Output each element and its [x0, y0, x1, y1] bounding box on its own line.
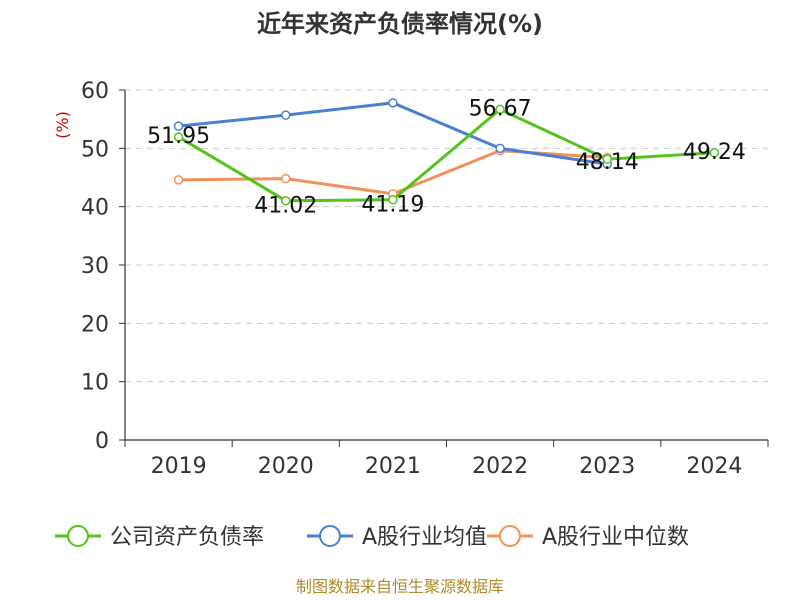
- y-tick-label: 60: [81, 79, 109, 104]
- data-labels: 51.95 41.02 41.19 56.67 48.14 49.24: [147, 96, 746, 218]
- data-point: [281, 195, 291, 206]
- data-point: [173, 132, 184, 142]
- data-point: [173, 175, 184, 185]
- data-label: 41.02: [254, 194, 317, 219]
- y-tick-label: 20: [81, 312, 109, 337]
- y-axis-unit: (%): [53, 111, 72, 139]
- data-label: 41.19: [361, 193, 424, 218]
- chart-title: 近年来资产负债率情况(%): [257, 10, 543, 38]
- x-tick-label: 2021: [365, 454, 421, 479]
- data-point: [173, 121, 184, 131]
- data-label: 48.14: [576, 150, 639, 175]
- legend-marker: [67, 525, 89, 547]
- data-point: [495, 104, 505, 115]
- y-tick-label: 0: [95, 429, 109, 454]
- legend-item[interactable]: 公司资产负债率: [55, 525, 264, 550]
- data-point: [281, 110, 291, 120]
- data-point: [495, 143, 505, 154]
- grid: [125, 89, 768, 383]
- legend-item[interactable]: A股行业均值: [307, 525, 487, 550]
- data-label: 49.24: [683, 140, 746, 165]
- legend-label: A股行业中位数: [542, 525, 689, 550]
- legend-item[interactable]: A股行业中位数: [487, 525, 689, 550]
- y-tick-label: 30: [81, 254, 109, 279]
- axes: 0 10 20 30 40 50 60 2019 2020 2021 2022 2023 2024: [81, 79, 769, 479]
- x-tick-label: 2020: [258, 454, 314, 479]
- legend[interactable]: 公司资产负债率 A股行业均值 A股行业中位数: [55, 525, 689, 550]
- x-tick-label: 2019: [151, 454, 207, 479]
- data-point: [709, 148, 720, 158]
- series-line: [178, 149, 608, 196]
- legend-marker: [499, 525, 521, 547]
- x-tick-label: 2023: [579, 454, 635, 479]
- y-tick-label: 10: [81, 371, 109, 396]
- series-line: [178, 101, 608, 166]
- legend-label: A股行业均值: [362, 525, 487, 550]
- data-point: [388, 98, 398, 108]
- x-tick-label: 2024: [686, 454, 742, 479]
- legend-label: 公司资产负债率: [110, 525, 264, 550]
- y-tick-label: 50: [81, 137, 109, 162]
- data-point: [281, 173, 291, 184]
- source-note: 制图数据来自恒生聚源数据库: [296, 577, 504, 596]
- data-point: [388, 194, 398, 205]
- x-tick-label: 2022: [472, 454, 528, 479]
- series: [173, 98, 720, 206]
- series-line: [177, 107, 715, 203]
- y-tick-label: 40: [81, 196, 109, 221]
- data-label: 56.67: [469, 96, 532, 121]
- data-point: [602, 154, 612, 164]
- legend-marker: [319, 525, 341, 547]
- data-label: 51.95: [147, 124, 210, 149]
